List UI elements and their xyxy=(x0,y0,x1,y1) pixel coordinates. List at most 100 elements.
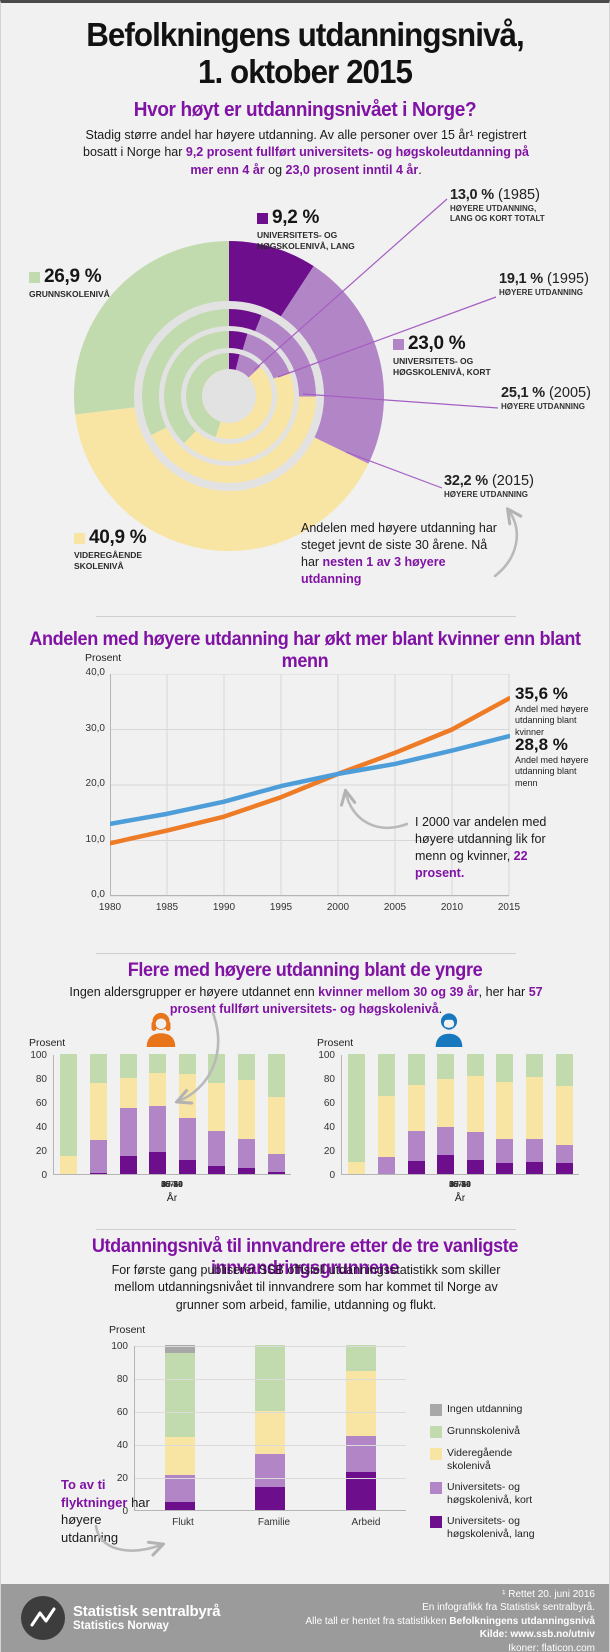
bar-segment xyxy=(208,1130,226,1166)
plot-gridline xyxy=(135,1445,406,1446)
bar-segment xyxy=(437,1127,455,1155)
men-stacked-bar-chart xyxy=(341,1054,579,1175)
bar-segment xyxy=(89,1054,107,1083)
women-chart-y-title: Prosent xyxy=(29,1037,66,1049)
women-stacked-bar-chart xyxy=(53,1054,291,1175)
x-category-label: Arbeid xyxy=(351,1517,381,1528)
donut-trend-arrow xyxy=(493,511,517,578)
bar-30-39 xyxy=(149,1054,167,1174)
bar-segment xyxy=(555,1145,573,1164)
legend-swatch xyxy=(430,1516,442,1529)
bar-segment xyxy=(89,1140,107,1173)
bar-segment xyxy=(149,1073,167,1106)
y-tick-label: 0,0 xyxy=(91,889,105,900)
bar-segment xyxy=(496,1163,514,1174)
x-category-label: 60-66 xyxy=(449,1179,471,1189)
bar-segment xyxy=(60,1054,78,1156)
y-tick-label: 80 xyxy=(323,1074,335,1085)
x-category-label: 16-19 xyxy=(449,1179,471,1189)
footer-correction-note: ¹ Rettet 20. juni 2016 xyxy=(502,1589,595,1600)
callout-2015: 32,2 % (2015) HØYERE UTDANNING xyxy=(444,473,534,500)
bar-segment xyxy=(165,1501,196,1510)
immigrants-stacked-bar-chart xyxy=(134,1345,406,1511)
donut-label-grunnskole: 26,9 % GRUNNSKOLENIVÅ xyxy=(29,266,159,300)
bar-segment xyxy=(119,1054,137,1078)
bar-segment xyxy=(165,1437,196,1476)
bar-60-66 xyxy=(238,1054,256,1174)
legend-swatch xyxy=(430,1426,442,1438)
bar-segment xyxy=(208,1165,226,1174)
x-category-label: 20-24 xyxy=(449,1179,471,1189)
men-chart-x-title: År xyxy=(454,1192,466,1204)
plot-gridline xyxy=(135,1412,406,1413)
bar-segment xyxy=(238,1168,256,1174)
bar-segment xyxy=(345,1435,376,1473)
bar-segment xyxy=(149,1152,167,1174)
bar-20-24 xyxy=(89,1054,107,1174)
bar-segment xyxy=(255,1486,286,1510)
bar-25-29 xyxy=(119,1054,137,1174)
donut-note: Andelen med høyere utdanning har steget … xyxy=(301,520,497,588)
gender-x-ticks: 1980 1985 1990 1995 2000 2005 2010 2015 xyxy=(99,902,520,916)
legend-label: Grunnskolenivå xyxy=(447,1425,520,1437)
bar-segment xyxy=(407,1160,425,1174)
plot-gridline xyxy=(135,1346,406,1347)
x-tick-label: 1995 xyxy=(269,902,293,913)
bar-segment xyxy=(255,1453,286,1487)
bar-20-24 xyxy=(377,1054,395,1174)
y-tick-label: 80 xyxy=(35,1074,47,1085)
bar-60-66 xyxy=(526,1054,544,1174)
donut-label-uni-lang: 9,2 % UNIVERSITETS- OG HØGSKOLENIVÅ, LAN… xyxy=(257,207,369,252)
org-name-en: Statistics Norway xyxy=(73,1620,169,1632)
callout-2005: 25,1 % (2005) HØYERE UTDANNING xyxy=(501,385,591,412)
grunnskole-value: 26,9 % xyxy=(44,266,102,287)
callout-1995: 19,1 % (1995) HØYERE UTDANNING xyxy=(499,271,589,298)
bar-segment xyxy=(238,1139,256,1168)
y-tick-label: 60 xyxy=(35,1098,47,1109)
footer-source-url[interactable]: Kilde: www.ssb.no/utniv xyxy=(479,1629,595,1641)
legend-swatch xyxy=(430,1482,442,1495)
x-tick-label: 1990 xyxy=(212,902,236,913)
bar-segment xyxy=(496,1081,514,1140)
ssb-logo xyxy=(21,1596,65,1640)
y-tick-label: 80 xyxy=(116,1374,128,1385)
y-tick-label: 0 xyxy=(329,1170,335,1181)
callout-2015-year: (2015) xyxy=(487,473,534,489)
callout-2015-value: 32,2 % xyxy=(444,473,488,489)
x-category-label: 20-24 xyxy=(161,1179,183,1189)
bar-segment xyxy=(526,1076,544,1140)
immigrants-paragraph: For første gang publiserer SSB offisiell… xyxy=(111,1263,501,1312)
section-divider xyxy=(96,616,516,617)
videregaende-swatch xyxy=(74,532,85,544)
x-category-label: 50-59 xyxy=(161,1179,183,1189)
bar-segment xyxy=(437,1079,455,1128)
y-tick-label: 40 xyxy=(35,1122,47,1133)
x-tick-label: 2000 xyxy=(326,902,350,913)
x-category-label: 16-19 xyxy=(161,1179,183,1189)
gender-line-chart xyxy=(110,674,510,897)
legend-swatch xyxy=(430,1404,442,1416)
bar-segment xyxy=(60,1156,78,1174)
legend-label: Universitets- og høgskolenivå, kort xyxy=(447,1481,533,1506)
gender-y-ticks: 40,0 30,0 20,0 10,0 0,0 xyxy=(41,667,105,907)
menn-endpoint-label: 28,8 % Andel med høyere utdanning blant … xyxy=(515,735,601,789)
x-category-label: Flukt xyxy=(172,1517,194,1528)
uni-lang-value: 9,2 % xyxy=(272,207,320,228)
footer: Statistisk sentralbyrå Statistics Norway… xyxy=(1,1584,609,1652)
immigrants-note-highlight: To av ti flyktninger xyxy=(61,1477,128,1510)
bars xyxy=(342,1054,579,1174)
donut-label-uni-kort: 23,0 % UNIVERSITETS- OG HØGSKOLENIVÅ, KO… xyxy=(393,333,505,378)
bar-segment xyxy=(526,1162,544,1174)
x-tick-label: 1980 xyxy=(98,902,122,913)
callout-2005-year: (2005) xyxy=(544,385,591,401)
uni-kort-swatch xyxy=(393,338,404,350)
callout-1985-desc: HØYERE UTDANNING, LANG OG KORT TOTALT xyxy=(450,204,545,224)
age-text-2: , her har xyxy=(478,985,529,999)
bar-segment xyxy=(345,1371,376,1436)
grunnskole-name: GRUNNSKOLENIVÅ xyxy=(29,289,110,299)
bar-segment xyxy=(466,1054,484,1076)
y-tick-label: 40 xyxy=(323,1122,335,1133)
bar-segment xyxy=(377,1096,395,1158)
immigrants-chart-y-ticks: 100 80 60 40 20 0 xyxy=(88,1341,128,1521)
bar-segment xyxy=(437,1154,455,1174)
